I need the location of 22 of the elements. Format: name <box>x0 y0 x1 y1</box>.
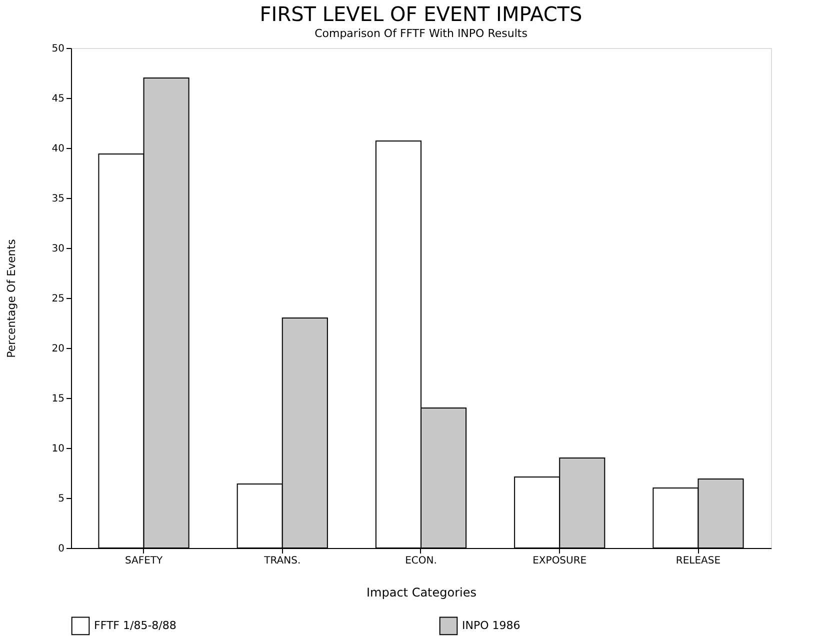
y-tick-label: 10 <box>52 444 64 454</box>
chart-title: FIRST LEVEL OF EVENT IMPACTS <box>260 2 582 26</box>
y-tick-label: 50 <box>52 44 64 54</box>
y-tick-label: 40 <box>52 144 64 154</box>
y-tick-label: 0 <box>58 544 64 554</box>
chart-subtitle: Comparison Of FFTF With INPO Results <box>314 27 528 40</box>
y-axis-title: Percentage Of Events <box>4 238 18 358</box>
x-tick-label: RELEASE <box>676 556 721 566</box>
legend-label: INPO 1986 <box>462 618 520 632</box>
x-tick-label: TRANS. <box>263 556 301 566</box>
x-tick-label: ECON. <box>405 556 437 566</box>
y-tick-label: 25 <box>52 294 64 304</box>
y-tick-label: 5 <box>58 494 64 504</box>
y-tick-label: 20 <box>52 344 64 354</box>
y-tick-label: 45 <box>52 94 64 104</box>
y-tick-label: 30 <box>52 244 64 254</box>
y-tick-label: 35 <box>52 194 64 204</box>
legend-label: FFTF 1/85-8/88 <box>94 618 176 632</box>
x-axis-title: Impact Categories <box>366 586 476 600</box>
x-tick-label: EXPOSURE <box>532 556 587 566</box>
y-tick-label: 15 <box>52 394 64 404</box>
x-tick-label: SAFETY <box>124 556 164 566</box>
